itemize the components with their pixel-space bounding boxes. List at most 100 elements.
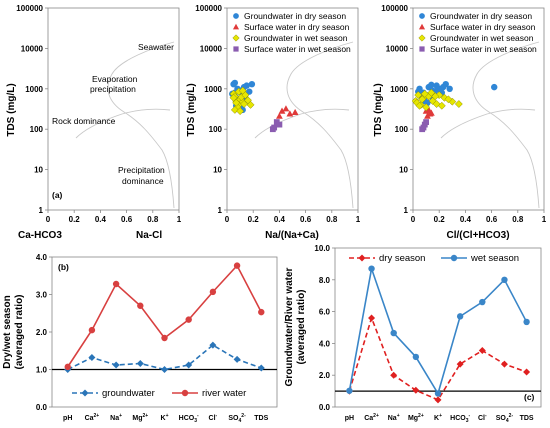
point-gw-wet (418, 34, 426, 42)
x-tick-label: 0 (46, 215, 51, 224)
x-tick-label: SO42- (496, 413, 514, 424)
x-ticks-c: pH Ca2+ Na+ Mg2+ K+ HCO3- Cl- SO42- TDS (345, 413, 534, 424)
series-point (368, 265, 375, 272)
series-point (478, 347, 486, 355)
series-point (257, 364, 265, 372)
x-tick-label: 1 (356, 215, 361, 224)
x-tick-label: HCO3- (450, 413, 470, 424)
point-gw-wet (236, 107, 245, 116)
point-gw-wet (229, 93, 238, 102)
series-line (67, 264, 262, 368)
series-point (161, 334, 168, 342)
y-tick-label: 2.0 (319, 371, 331, 380)
series-point (209, 341, 217, 349)
y-ticks-a: 1 10 100 1000 10000 100000 (16, 4, 48, 215)
legend-label: Surface water in wet season (430, 44, 537, 54)
y-tick-label: 4.0 (36, 253, 48, 262)
point-gw-dry (434, 86, 442, 93)
zone-precipitation-1: Precipitation (118, 165, 165, 175)
x-tick-label: SO42- (228, 413, 246, 424)
x-tick-label: 0.4 (95, 215, 107, 224)
x-tick-label: 0.2 (434, 215, 446, 224)
point-gw-wet (415, 101, 424, 110)
x-tick-label: Na+ (110, 413, 122, 422)
point-gw-dry (419, 13, 425, 19)
series-point (456, 360, 464, 368)
series-point (185, 316, 192, 323)
x-tick-label: 1 (177, 215, 182, 224)
series-point (479, 298, 486, 306)
point-sw-dry (232, 23, 240, 30)
x-tick-label: 0.8 (147, 215, 159, 224)
zone-curves (440, 41, 540, 209)
y-tick-label: 100000 (381, 4, 408, 13)
point-sw-dry (418, 23, 426, 30)
point-sw-wet (423, 119, 429, 125)
point-gw-wet (431, 92, 440, 101)
point-gw-wet (414, 91, 423, 100)
y-axis-label-b-1: Dry/wet season (2, 295, 13, 368)
y-tick-label: 10000 (386, 44, 409, 53)
x-tick-label: 0.8 (512, 215, 524, 224)
point-sw-wet (419, 46, 425, 52)
x-tick-label: Cl- (209, 413, 218, 422)
gibbs-panel-na: 1 10 100 1000 10000 100000 0 0.2 0.4 0.6 0.8 1 TDS… (186, 4, 361, 241)
point-sw-dry (426, 110, 434, 117)
zone-curves (254, 41, 354, 209)
point-sw-dry (291, 108, 299, 116)
series-point (209, 288, 217, 296)
point-gw-wet (418, 95, 427, 104)
point-sw-wet (233, 46, 239, 52)
y-tick-label: 1 (218, 206, 223, 215)
point-gw-wet (435, 91, 444, 100)
point-gw-wet (444, 95, 453, 104)
x-tick-label: Cl- (478, 413, 487, 422)
points-cl (411, 80, 498, 133)
x-tick-label: Mg2+ (132, 413, 148, 422)
x-ticks-b: pH Ca2+ Na+ Mg2+ K+ HCO3- Cl- SO42- TDS (63, 413, 269, 424)
series-point (456, 313, 464, 320)
series-point (523, 368, 531, 376)
y-ticks-na: 1 10 100 1000 10000 100000 (195, 4, 227, 215)
zone-precipitation-2: dominance (122, 176, 164, 186)
x-tick-label: Ca2+ (364, 413, 379, 422)
y-tick-label: 1 (404, 206, 409, 215)
x-tick-label: TDS (520, 415, 534, 422)
x-end-label-right: Na-Cl (136, 230, 162, 241)
legend-label: Surface water in dry season (430, 22, 536, 32)
y-tick-label: 8.0 (319, 276, 331, 285)
y-tick-label: 4.0 (319, 339, 331, 348)
series-point (434, 396, 442, 404)
legend-marker (181, 389, 189, 397)
y-tick-label: 3.0 (36, 291, 48, 300)
y-tick-label: 10 (213, 166, 222, 175)
legend-b: groundwater river water (72, 388, 246, 399)
y-tick-label: 0.0 (36, 403, 48, 412)
series-line (348, 315, 527, 401)
point-gw-dry (428, 81, 435, 89)
series-point (501, 276, 508, 283)
panel-label-a: (a) (52, 190, 63, 200)
point-sw-wet (276, 121, 283, 128)
gibbs-panel-a: 1 10 100 1000 10000 100000 0 0.2 0.4 0.6 0.8 1 Sea… (6, 4, 182, 241)
legend-c: dry season wet season (349, 253, 519, 264)
x-tick-label: HCO3- (179, 413, 199, 424)
x-tick-label: 0.2 (69, 215, 81, 224)
x-tick-label: Ca2+ (85, 413, 100, 422)
series-point (412, 386, 420, 394)
x-tick-label: Mg2+ (408, 413, 424, 422)
x-tick-label: 0.4 (274, 215, 286, 224)
x-axis-label-cl: Cl/(Cl+HCO3) (446, 230, 509, 241)
upper-curve (107, 41, 175, 209)
point-sw-wet (419, 126, 426, 133)
point-gw-wet (232, 34, 240, 42)
x-ticks-a: 0 0.2 0.4 0.6 0.8 1 (46, 210, 182, 224)
series-point (112, 280, 120, 288)
series-point (258, 308, 265, 316)
x-tick-label: pH (63, 415, 72, 422)
point-gw-dry (233, 13, 239, 19)
point-gw-dry (246, 88, 253, 95)
series-point (390, 371, 398, 379)
point-gw-wet (238, 86, 247, 95)
